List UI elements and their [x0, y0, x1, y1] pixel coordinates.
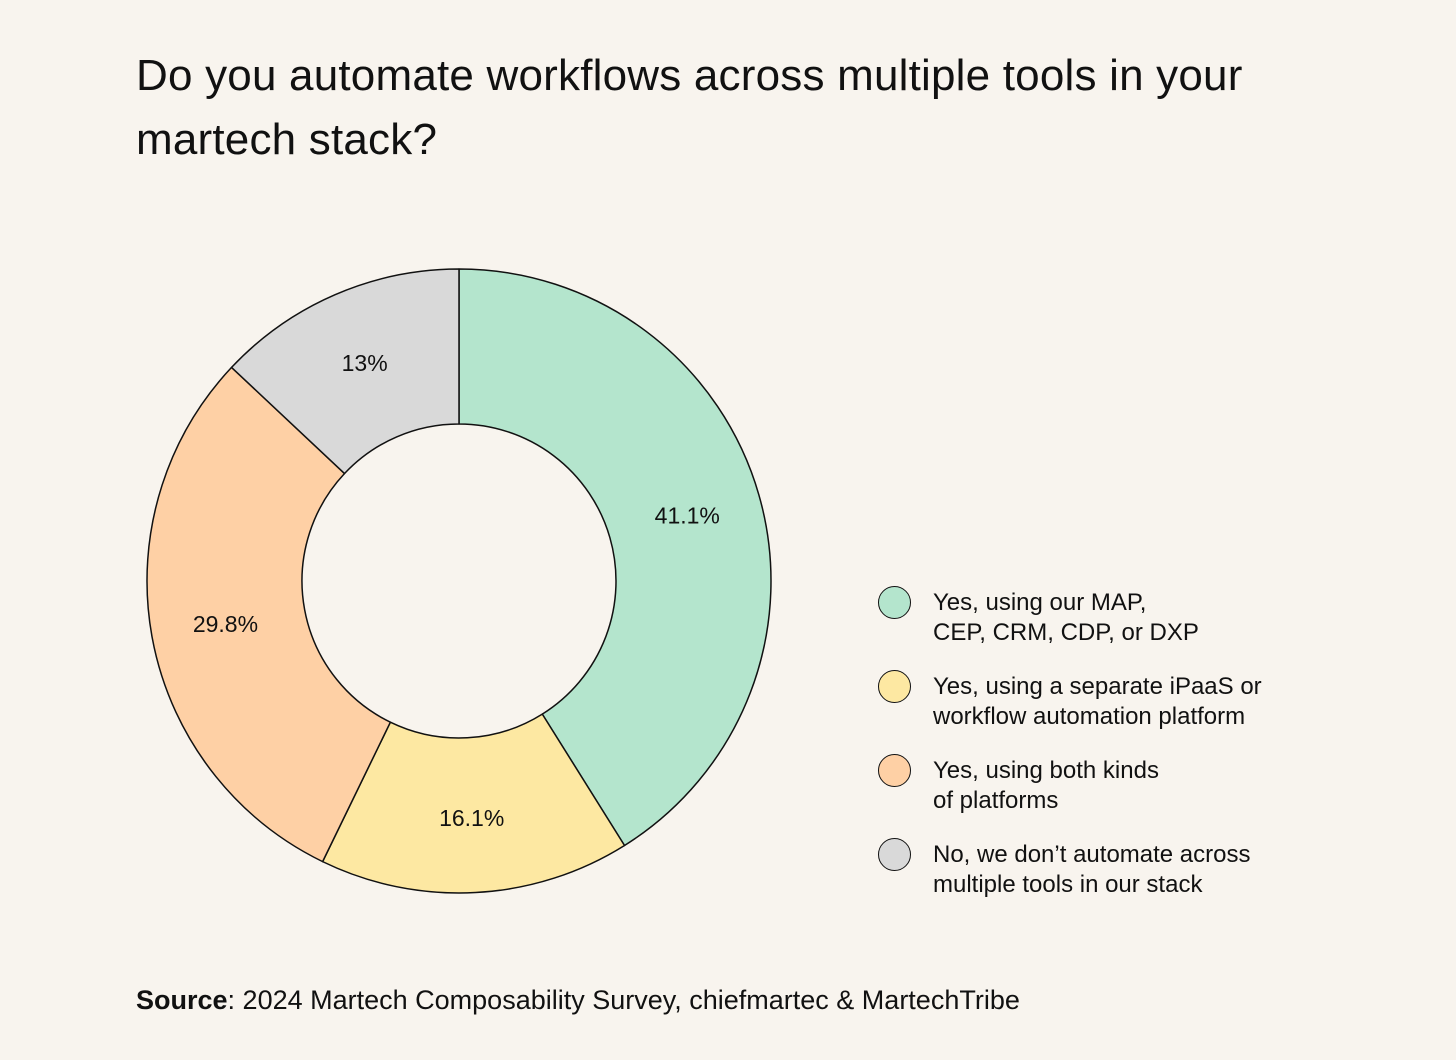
legend-item-4: No, we don’t automate across multiple to… — [878, 838, 1378, 922]
source-text: : 2024 Martech Composability Survey, chi… — [227, 985, 1020, 1015]
chart-title: Do you automate workflows across multipl… — [136, 51, 1243, 164]
legend-swatch-4 — [878, 838, 911, 871]
source-note: Source: 2024 Martech Composability Surve… — [136, 983, 1020, 1017]
donut-slice-4 — [230, 268, 460, 475]
legend-label-3: Yes, using both kinds of platforms — [933, 757, 1159, 814]
legend-label-1: Yes, using our MAP, CEP, CRM, CDP, or DX… — [933, 589, 1199, 646]
source-label: Source — [136, 985, 228, 1015]
donut-slice-3 — [146, 366, 392, 863]
legend-swatch-3 — [878, 754, 911, 787]
slice-value-label-1: 41.1% — [655, 502, 720, 528]
donut-slice-1 — [458, 268, 772, 847]
legend-item-2: Yes, using a separate iPaaS or workflow … — [878, 670, 1378, 754]
legend-swatch-2 — [878, 670, 911, 703]
legend-item-1: Yes, using our MAP, CEP, CRM, CDP, or DX… — [878, 586, 1378, 670]
legend-label-2: Yes, using a separate iPaaS or workflow … — [933, 673, 1262, 730]
slice-value-label-4: 13% — [342, 350, 388, 376]
legend-item-3: Yes, using both kinds of platforms — [878, 754, 1378, 838]
legend-swatch-1 — [878, 586, 911, 619]
donut-slice-2 — [321, 713, 626, 894]
legend: Yes, using our MAP, CEP, CRM, CDP, or DX… — [878, 586, 1378, 922]
slice-value-label-3: 29.8% — [193, 611, 258, 637]
legend-label-4: No, we don’t automate across multiple to… — [933, 841, 1251, 898]
slice-value-label-2: 16.1% — [439, 805, 504, 831]
